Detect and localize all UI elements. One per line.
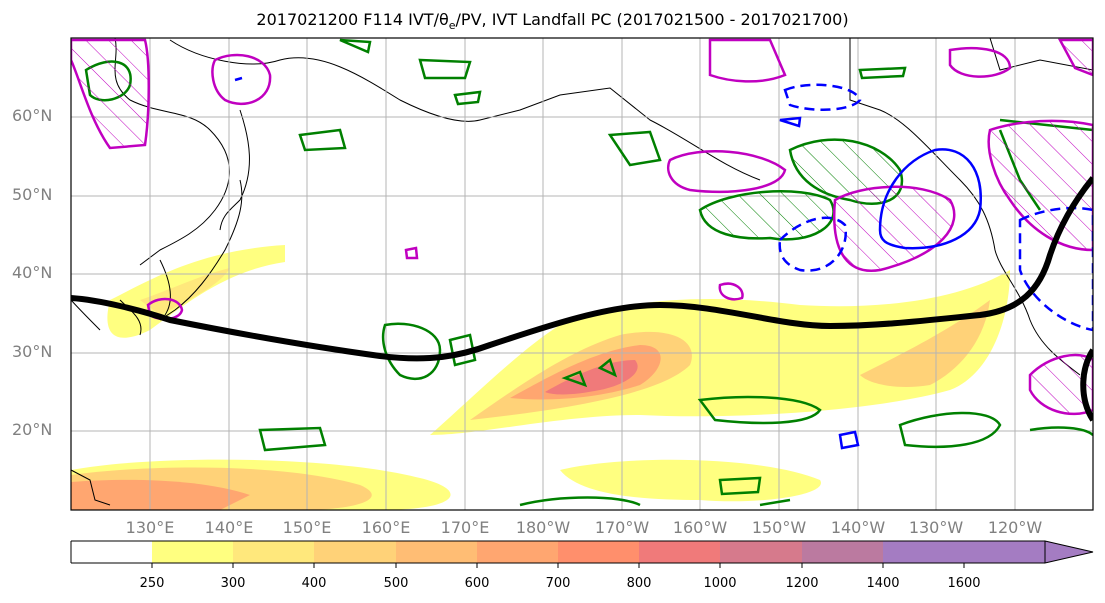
colorbar-tick-1600: 1600 (947, 576, 981, 591)
lon-label-140e: 140°E (204, 518, 254, 537)
colorbar-segment-1 (152, 541, 233, 563)
lon-label-150e: 150°E (282, 518, 332, 537)
lon-label-150w: 150°W (751, 518, 807, 537)
lon-label-160w: 160°W (672, 518, 728, 537)
lat-label-20n: 20°N (12, 420, 53, 439)
lat-label-60n: 60°N (12, 106, 53, 125)
colorbar-tick-700: 700 (545, 576, 571, 591)
colorbar-segment-3 (314, 541, 396, 563)
lon-label-130e: 130°E (125, 518, 175, 537)
colorbar-segment-7 (639, 541, 720, 563)
lon-label-120w: 120°W (987, 518, 1043, 537)
colorbar-tick-800: 800 (626, 576, 652, 591)
lon-label-130w: 130°W (908, 518, 964, 537)
colorbar-segment-10 (883, 541, 964, 563)
colorbar-tick-250: 250 (139, 576, 165, 591)
lon-label-180w: 180°W (515, 518, 571, 537)
lon-label-170w: 170°W (594, 518, 650, 537)
map-title: 2017021200 F114 IVT/θe/PV, IVT Landfall … (256, 10, 849, 33)
lat-label-40n: 40°N (12, 263, 53, 282)
lon-label-140w: 140°W (830, 518, 886, 537)
lat-label-30n: 30°N (12, 342, 53, 361)
colorbar (70, 540, 1094, 568)
colorbar-segment-0 (71, 541, 152, 563)
lon-label-160e: 160°E (361, 518, 411, 537)
colorbar-segment-2 (233, 541, 314, 563)
ivt-landfall-contour (71, 176, 1093, 362)
colorbar-extend-arrow (1044, 540, 1094, 564)
colorbar-tick-1400: 1400 (866, 576, 900, 591)
ivt-landfall-contour-2 (1080, 348, 1093, 422)
map-frame (70, 37, 1094, 511)
lat-label-50n: 50°N (12, 185, 53, 204)
colorbar-tick-1000: 1000 (703, 576, 737, 591)
colorbar-segment-8 (720, 541, 802, 563)
colorbar-tick-1200: 1200 (785, 576, 819, 591)
colorbar-segment-9 (802, 541, 883, 563)
colorbar-tick-400: 400 (301, 576, 327, 591)
colorbar-tick-600: 600 (464, 576, 490, 591)
colorbar-tick-500: 500 (383, 576, 409, 591)
lon-label-170e: 170°E (440, 518, 490, 537)
colorbar-segment-5 (477, 541, 558, 563)
graticule (71, 38, 1093, 510)
colorbar-segment-4 (396, 541, 477, 563)
colorbar-tick-300: 300 (220, 576, 246, 591)
colorbar-segment-6 (558, 541, 639, 563)
colorbar-segment-11 (964, 541, 1045, 563)
map-panel (71, 38, 1093, 510)
